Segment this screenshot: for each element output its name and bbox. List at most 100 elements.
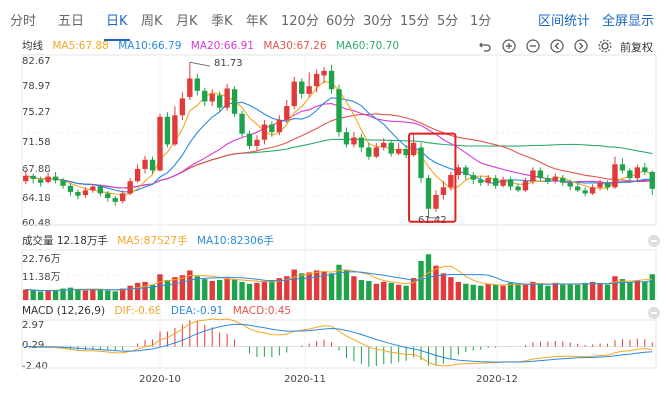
candle-body <box>522 181 529 191</box>
candle-body <box>224 88 230 108</box>
volume-bar <box>120 288 126 300</box>
candle-body <box>37 179 44 183</box>
candle-body <box>612 164 618 188</box>
candle-body <box>336 89 342 133</box>
candle-body <box>560 178 566 183</box>
pan-left-icon[interactable] <box>550 39 564 53</box>
candle-body <box>321 70 327 76</box>
tab-fenshi[interactable]: 分时 <box>10 14 37 29</box>
candle-body <box>164 116 171 145</box>
volume-bar <box>216 280 223 300</box>
volume-bar <box>574 284 581 300</box>
volume-bar <box>545 285 551 300</box>
candle-body <box>142 159 148 169</box>
settings-icon[interactable] <box>598 39 612 53</box>
volume-bar <box>552 282 558 300</box>
tab-15min[interactable]: 15分 <box>400 14 430 29</box>
candle-body <box>276 119 283 133</box>
volume-bar <box>485 283 491 300</box>
candle-body <box>194 78 200 91</box>
volume-bar <box>388 282 394 300</box>
candle-body <box>134 168 141 182</box>
candle-body <box>492 178 499 186</box>
candle-body <box>381 142 387 148</box>
macd-legend: MACD (12,26,9) DIF:-0.68 DEA:-0.91 MACD:… <box>22 305 297 317</box>
tab-quarterly-k[interactable]: 季K <box>211 14 233 29</box>
tab-yearly-k[interactable]: 年K <box>246 14 268 29</box>
fuquan-toggle[interactable]: 前复权 <box>620 41 653 54</box>
vol-ma10-label: MA10:82306手 <box>196 235 275 247</box>
volume-bar <box>410 278 417 300</box>
period-tabs: 分时 五日 日K 周K 月K 季K 年K 120分 60分 30分 15分 5分… <box>0 0 668 41</box>
volume-bar <box>157 274 163 300</box>
candle-body <box>60 180 66 186</box>
volume-bar <box>105 290 111 300</box>
pan-right-icon[interactable] <box>574 39 588 53</box>
undo-icon[interactable] <box>478 39 492 53</box>
volume-bar <box>187 270 193 300</box>
tab-monthly-k[interactable]: 月K <box>176 14 198 29</box>
volume-bar <box>164 280 171 300</box>
candle-body <box>410 142 417 156</box>
candle-body <box>120 193 126 202</box>
tab-120min[interactable]: 120分 <box>281 14 319 29</box>
volume-bar <box>172 277 178 300</box>
tab-1min[interactable]: 1分 <box>470 14 492 29</box>
volume-axis-label: 22.76万 <box>22 254 61 265</box>
volume-bar <box>30 290 36 300</box>
volume-bar <box>246 283 253 300</box>
tab-five-day[interactable]: 五日 <box>58 14 85 29</box>
volume-bar <box>343 269 350 300</box>
candle-body <box>604 182 611 188</box>
candle-body <box>231 89 238 114</box>
candle-body <box>358 137 365 148</box>
macd-axis-label: -2.40 <box>22 361 48 372</box>
tab-daily-k[interactable]: 日K <box>104 10 130 41</box>
candle-body <box>470 175 476 180</box>
panel-frame <box>21 54 657 226</box>
volume-bar <box>455 281 462 300</box>
candle-body <box>537 170 544 179</box>
candle-body <box>418 147 424 179</box>
candle-body <box>545 178 551 182</box>
ma10-label: MA10:66.79 <box>118 40 182 52</box>
tab-weekly-k[interactable]: 周K <box>141 14 163 29</box>
volume-bar <box>276 278 283 300</box>
ma5-label: MA5:67.88 <box>52 40 109 52</box>
volume-bar <box>589 281 596 300</box>
candle-body <box>515 186 521 191</box>
tab-60min[interactable]: 60分 <box>326 14 356 29</box>
high-pointer-line <box>189 61 211 67</box>
interval-stats-link[interactable]: 区间统计 <box>538 14 591 29</box>
candle-body <box>216 95 223 108</box>
volume-bar <box>112 291 118 300</box>
price-axis-label: 64.18 <box>22 193 51 204</box>
candle-body <box>172 115 178 145</box>
volume-bar <box>306 272 312 300</box>
candle-body <box>179 98 186 116</box>
volume-bar <box>261 280 268 300</box>
volume-bar <box>37 291 44 300</box>
tab-30min[interactable]: 30分 <box>363 14 393 29</box>
candle-body <box>433 194 439 209</box>
volume-bar <box>418 260 424 300</box>
zoom-out-icon[interactable] <box>526 39 540 53</box>
volume-bar <box>239 281 245 300</box>
candle-body <box>649 171 655 189</box>
tab-5min[interactable]: 5分 <box>437 14 459 29</box>
volume-bar <box>530 281 536 300</box>
fullscreen-link[interactable]: 全屏显示 <box>602 14 655 29</box>
candle-body <box>209 93 215 102</box>
collapse-macd-button[interactable] <box>648 307 660 319</box>
zoom-in-icon[interactable] <box>502 39 516 53</box>
candle-body <box>82 190 89 195</box>
candle-body <box>269 124 275 133</box>
candle-body <box>373 147 379 157</box>
volume-bar <box>373 283 379 300</box>
volume-bar <box>440 273 447 300</box>
volume-legend: 成交量 12.18万手 MA5:87527手 MA10:82306手 <box>22 233 280 248</box>
volume-bar <box>328 273 335 300</box>
candle-body <box>425 178 432 209</box>
collapse-volume-button[interactable] <box>648 235 660 247</box>
